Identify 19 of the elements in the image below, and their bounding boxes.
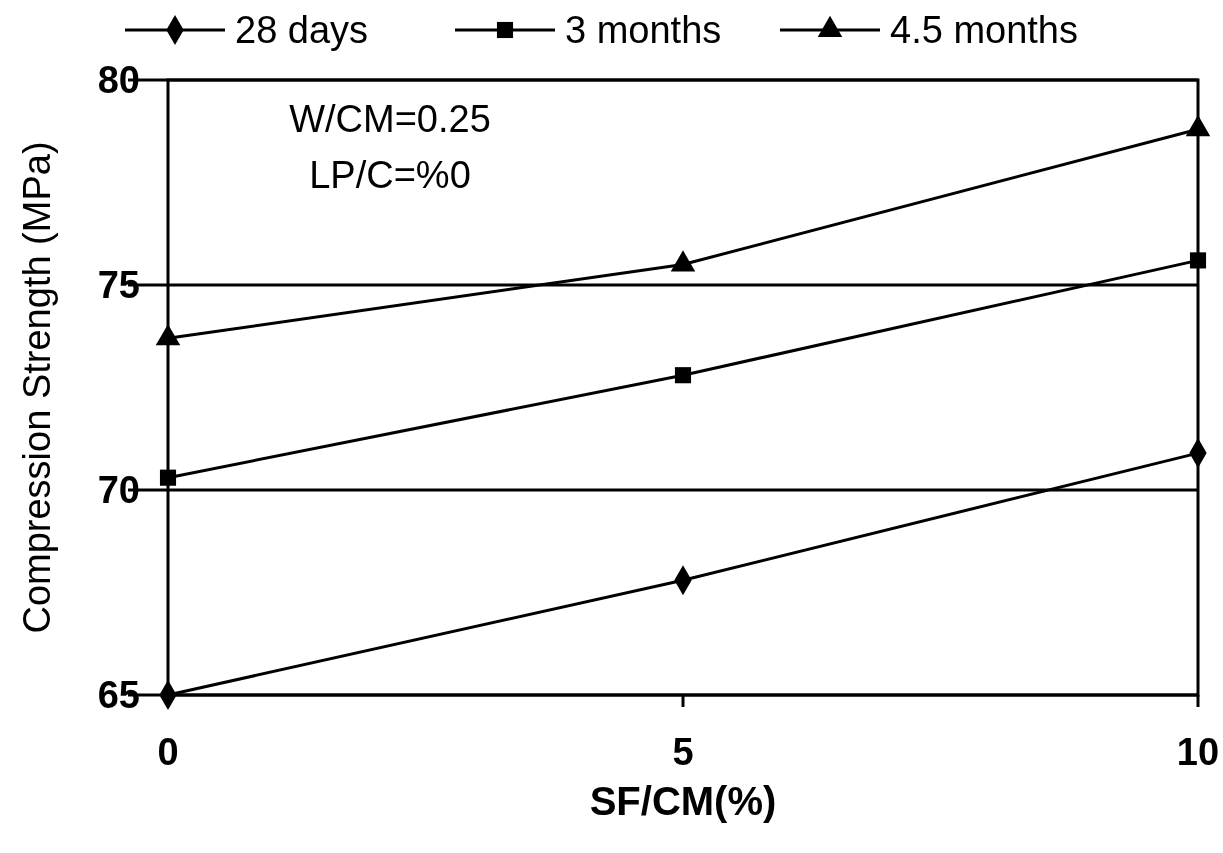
y-axis-title: Compression Strength (MPa) — [16, 141, 58, 634]
y-tick-label: 75 — [97, 264, 140, 306]
x-axis-title: SF/CM(%) — [589, 779, 777, 823]
annotation: W/CM=0.25 — [289, 98, 491, 140]
point — [1185, 115, 1211, 137]
point — [159, 469, 177, 486]
point — [155, 324, 181, 346]
x-tick-label: 0 — [157, 731, 179, 773]
annotation: LP/C=%0 — [309, 154, 471, 196]
y-tick-label: 70 — [97, 469, 140, 511]
x-tick-label: 5 — [672, 731, 694, 773]
point — [670, 250, 696, 272]
legend-label: 28 days — [235, 9, 369, 51]
legend-label: 3 months — [565, 9, 722, 51]
point — [674, 367, 692, 384]
y-tick-label: 80 — [97, 59, 140, 101]
x-tick-label: 10 — [1176, 731, 1220, 773]
legend-label: 4.5 months — [890, 9, 1078, 51]
y-tick-label: 65 — [97, 674, 140, 716]
